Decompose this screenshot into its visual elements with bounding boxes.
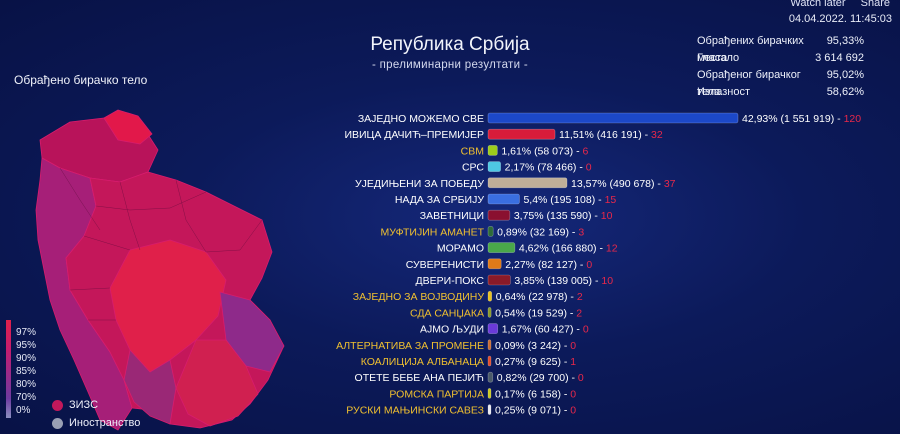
category-label: ЗАЈЕДНО МОЖЕМО СВЕ — [358, 113, 484, 125]
bar — [487, 145, 498, 156]
page-subtitle: - прелиминарни резултати - — [372, 59, 528, 71]
value-label: 5,4% (195 108) - 15 — [523, 194, 616, 206]
legend-dot — [52, 399, 63, 411]
color-scale-bar — [6, 320, 11, 418]
value-label: 0,25% (9 071) - 0 — [495, 405, 576, 417]
share-link[interactable]: Share — [860, 0, 890, 9]
bar — [487, 193, 520, 205]
bar — [487, 112, 739, 124]
category-label: ОТЕТЕ БЕБЕ АНА ПЕЈИЋ — [355, 372, 484, 384]
map-region-southeast — [175, 339, 259, 427]
bar — [487, 323, 499, 334]
legend-label: Иностранство — [69, 417, 141, 429]
color-scale-labels: 97% 95% 90% 85% 80% 70% 0% — [16, 326, 36, 417]
value-label: 0,89% (32 169) - 3 — [497, 226, 584, 238]
scale-label: 0% — [16, 405, 31, 416]
category-label: РОМСКА ПАРТИЈА — [389, 388, 484, 400]
value-label: 2,17% (78 466) - 0 — [505, 162, 592, 174]
youtube-links: Watch later Share — [778, 0, 890, 9]
value-label: 0,09% (3 242) - 0 — [495, 340, 576, 352]
bar — [487, 258, 502, 270]
bar — [487, 307, 492, 318]
stat-value: 3 614 692 — [815, 52, 864, 64]
category-label: КОАЛИЦИЈА АЛБАНАЦА — [361, 356, 484, 368]
watch-later-link[interactable]: Watch later — [790, 0, 846, 9]
legend-item-zizs: ЗИЗС — [52, 396, 140, 414]
bar — [487, 209, 511, 221]
value-label: 0,54% (19 529) - 2 — [495, 307, 582, 319]
map-region-north-top — [103, 109, 153, 145]
page-title: Република Србија — [370, 34, 530, 55]
bar — [487, 339, 492, 351]
serbia-map — [35, 109, 285, 431]
stat-row: Гласало 3 614 692 — [697, 50, 864, 67]
category-label: ЗАЈЕДНО ЗА ВОЈВОДИНУ — [353, 291, 485, 303]
value-label: 0,82% (29 700) - 0 — [497, 372, 584, 384]
stat-row: Обрађених бирачких места 95,33% — [697, 33, 864, 64]
scale-label: 97% — [16, 327, 37, 338]
category-label: АЈМО ЉУДИ — [420, 324, 484, 336]
map-region-southwest — [123, 349, 177, 425]
value-label: 42,93% (1 551 919) - 120 — [742, 113, 861, 125]
stat-label: Обрађеног бирачког тела — [697, 69, 801, 98]
category-label: СДА САНЏАКА — [410, 307, 484, 319]
stat-label: Гласало — [697, 52, 740, 64]
value-label: 0,64% (22 978) - 2 — [496, 291, 583, 303]
results-bar-chart: ЗАЈЕДНО МОЖЕМО СВЕ 42,93% (1 551 919) - 1… — [336, 112, 861, 417]
stats-panel: Обрађених бирачких места 95,33% Гласало 3 … — [697, 33, 864, 101]
category-label: МОРАМО — [437, 243, 484, 255]
value-label: 3,75% (135 590) - 10 — [514, 210, 613, 222]
legend-dot — [52, 417, 63, 429]
bar — [487, 128, 556, 140]
category-label: ИВИЦА ДАЧИЋ–ПРЕМИЈЕР — [344, 129, 484, 141]
category-label: СРС — [462, 162, 484, 174]
stat-value: 95,33% — [826, 35, 864, 47]
category-label: СВМ — [461, 145, 484, 157]
value-label: 0,27% (9 625) - 1 — [495, 356, 576, 368]
bar — [487, 290, 493, 302]
category-label: ЗАВЕТНИЦИ — [420, 210, 484, 222]
value-label: 3,85% (139 005) - 10 — [514, 275, 613, 287]
category-label: НАДА ЗА СРБИЈУ — [395, 194, 485, 206]
value-label: 0,17% (6 158) - 0 — [495, 388, 576, 400]
category-label: АЛТЕРНАТИВА ЗА ПРОМЕНЕ — [336, 340, 484, 352]
scale-label: 70% — [16, 392, 37, 403]
value-label: 13,57% (490 678) - 37 — [571, 178, 676, 190]
stat-value: 95,02% — [826, 69, 864, 81]
bar — [487, 161, 501, 172]
bar — [487, 371, 494, 383]
map-legend: ЗИЗС Иностранство — [52, 396, 140, 432]
scale-label: 85% — [16, 366, 37, 377]
bar — [487, 274, 511, 286]
value-label: 2,27% (82 127) - 0 — [505, 259, 592, 271]
bar — [487, 177, 568, 189]
map-title: Обрађено бирачко тело — [14, 73, 148, 87]
legend-label: ЗИЗС — [69, 399, 99, 411]
bar — [487, 404, 492, 415]
category-label: ДВЕРИ-ПОКС — [416, 275, 485, 287]
stat-value: 58,62% — [826, 86, 864, 98]
scale-label: 90% — [16, 353, 37, 364]
map-region-south — [109, 239, 227, 373]
stat-row: Обрађеног бирачког тела 95,02% — [697, 67, 864, 98]
category-label: УЈЕДИЊЕНИ ЗА ПОБЕДУ — [355, 178, 484, 190]
bar — [487, 242, 516, 253]
stat-row: Излазност 58,62% — [697, 84, 864, 101]
scale-label: 95% — [16, 340, 37, 351]
value-label: 1,61% (58 073) - 6 — [501, 145, 588, 157]
timestamp: 04.04.2022. 11:45:03 — [788, 13, 892, 25]
bar — [487, 226, 494, 237]
bar — [487, 388, 492, 399]
category-label: СУВЕРЕНИСТИ — [406, 259, 484, 271]
legend-item-abroad: Иностранство — [52, 414, 140, 432]
value-label: 4,62% (166 880) - 12 — [519, 243, 618, 255]
category-label: МУФТИЈИН АМАНЕТ — [381, 226, 485, 238]
category-label: РУСКИ МАЊИНСКИ САВЕЗ — [346, 405, 484, 417]
value-label: 11,51% (416 191) - 32 — [559, 129, 663, 141]
bar — [487, 355, 492, 367]
scale-label: 80% — [16, 379, 37, 390]
stat-label: Обрађених бирачких места — [697, 35, 804, 64]
stat-label: Излазност — [697, 86, 751, 98]
value-label: 1,67% (60 427) - 0 — [502, 324, 589, 336]
